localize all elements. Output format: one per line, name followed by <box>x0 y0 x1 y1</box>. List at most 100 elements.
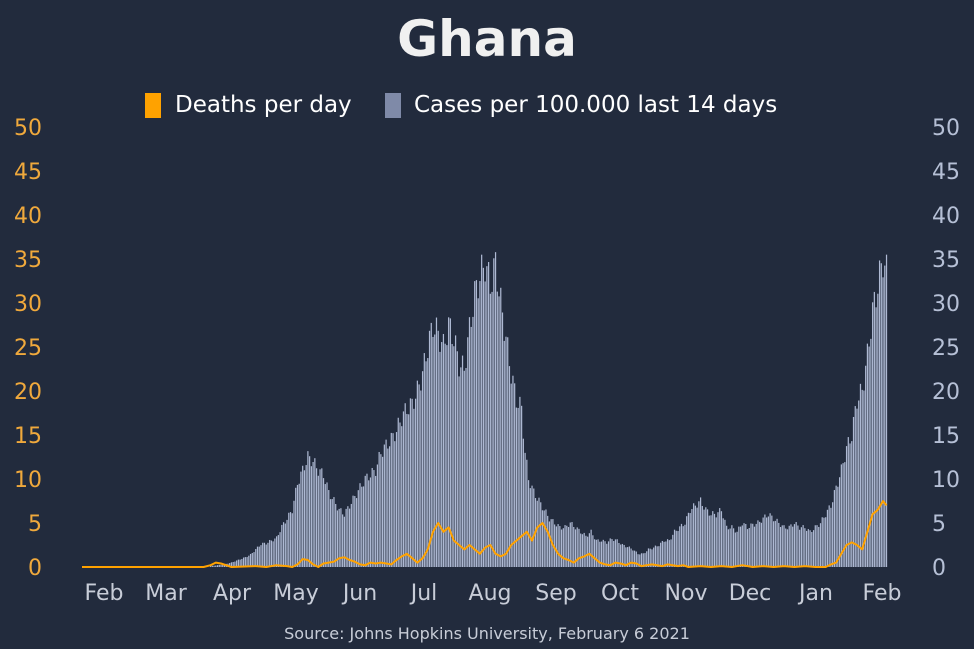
cases-bar <box>493 258 495 567</box>
cases-bar <box>877 293 879 567</box>
x-tick-label: Apr <box>213 581 252 606</box>
cases-bar <box>653 547 655 567</box>
cases-bar <box>646 551 648 567</box>
cases-bar <box>498 296 500 567</box>
cases-bar <box>307 451 309 567</box>
cases-bar <box>797 525 799 567</box>
cases-bar <box>698 501 700 567</box>
cases-bar <box>607 541 610 567</box>
cases-bar <box>660 542 662 567</box>
right-tick-label: 40 <box>932 204 960 229</box>
cases-bar <box>343 516 345 567</box>
cases-bar <box>884 265 886 567</box>
x-tick-label: Mar <box>145 581 187 606</box>
cases-bar <box>870 338 872 567</box>
cases-bar <box>705 507 707 567</box>
cases-bar <box>788 525 790 567</box>
cases-bar <box>767 516 769 567</box>
right-tick-label: 35 <box>932 248 960 273</box>
cases-bar <box>835 485 837 567</box>
cases-bar <box>229 563 231 567</box>
cases-bar <box>627 547 629 567</box>
cases-bar <box>481 254 483 567</box>
cases-bar <box>548 521 551 567</box>
cases-bar <box>600 541 603 567</box>
cases-bar <box>863 390 865 567</box>
cases-bar <box>569 522 571 567</box>
cases-bar <box>713 513 716 567</box>
chart-title: Ghana <box>397 10 577 68</box>
cases-bar <box>340 508 342 567</box>
cases-bar <box>216 565 219 567</box>
cases-bar <box>522 438 524 567</box>
cases-bar <box>435 317 438 567</box>
cases-bar <box>632 550 634 567</box>
cases-bar <box>757 520 759 567</box>
left-tick-label: 50 <box>14 116 42 141</box>
cases-bar <box>849 443 851 567</box>
cases-bar <box>793 524 796 567</box>
cases-bar <box>748 527 750 567</box>
left-tick-label: 0 <box>28 556 42 581</box>
cases-bar <box>764 514 766 567</box>
cases-bar <box>296 484 299 567</box>
cases-bar <box>833 490 836 567</box>
x-tick-label: Jun <box>341 581 377 606</box>
cases-bar <box>355 498 358 567</box>
cases-bar <box>666 539 669 567</box>
right-tick-label: 15 <box>932 424 960 449</box>
cases-bar <box>441 342 443 567</box>
cases-bar <box>267 542 269 567</box>
cases-bar <box>533 488 535 567</box>
cases-bar <box>286 519 288 567</box>
cases-bar <box>288 512 290 567</box>
cases-bar <box>583 532 585 567</box>
cases-bar <box>336 510 339 567</box>
cases-bar <box>656 546 658 567</box>
cases-bar <box>580 533 582 567</box>
cases-bar <box>531 485 533 567</box>
cases-bar <box>878 260 881 567</box>
right-tick-label: 10 <box>932 468 960 493</box>
cases-bar <box>745 523 747 567</box>
cases-bar <box>875 307 877 567</box>
left-tick-label: 30 <box>14 292 42 317</box>
cases-bar <box>766 517 768 567</box>
cases-bar <box>760 522 763 567</box>
cases-bar <box>272 541 274 567</box>
cases-bar <box>658 546 660 567</box>
left-tick-label: 20 <box>14 380 42 405</box>
cases-bar <box>826 509 829 567</box>
cases-bar <box>637 554 639 567</box>
cases-bar <box>220 564 222 567</box>
cases-bar <box>814 525 816 567</box>
cases-bar <box>496 291 498 567</box>
cases-bar <box>588 533 590 567</box>
cases-bar <box>783 525 785 567</box>
cases-bar <box>526 459 528 567</box>
cases-bar <box>621 543 624 567</box>
cases-bar <box>295 487 297 567</box>
cases-bar <box>453 346 455 567</box>
cases-bar <box>505 336 507 567</box>
cases-bar <box>454 335 457 567</box>
cases-bar <box>776 518 778 567</box>
cases-bar <box>354 496 356 567</box>
cases-bar <box>385 439 387 567</box>
cases-bar <box>581 534 584 567</box>
cases-bar <box>348 508 351 567</box>
cases-bar <box>804 528 806 567</box>
cases-bar <box>743 523 745 567</box>
cases-bar <box>599 541 601 567</box>
cases-bar <box>230 562 233 567</box>
left-tick-label: 45 <box>14 160 42 185</box>
cases-bar <box>262 542 264 567</box>
cases-bar <box>394 441 396 567</box>
cases-bar <box>844 462 846 567</box>
cases-bar <box>517 407 519 567</box>
cases-bar <box>562 528 564 567</box>
cases-bar <box>738 526 740 567</box>
cases-bar <box>699 497 702 567</box>
cases-bar <box>854 406 856 567</box>
cases-bar <box>409 398 412 567</box>
